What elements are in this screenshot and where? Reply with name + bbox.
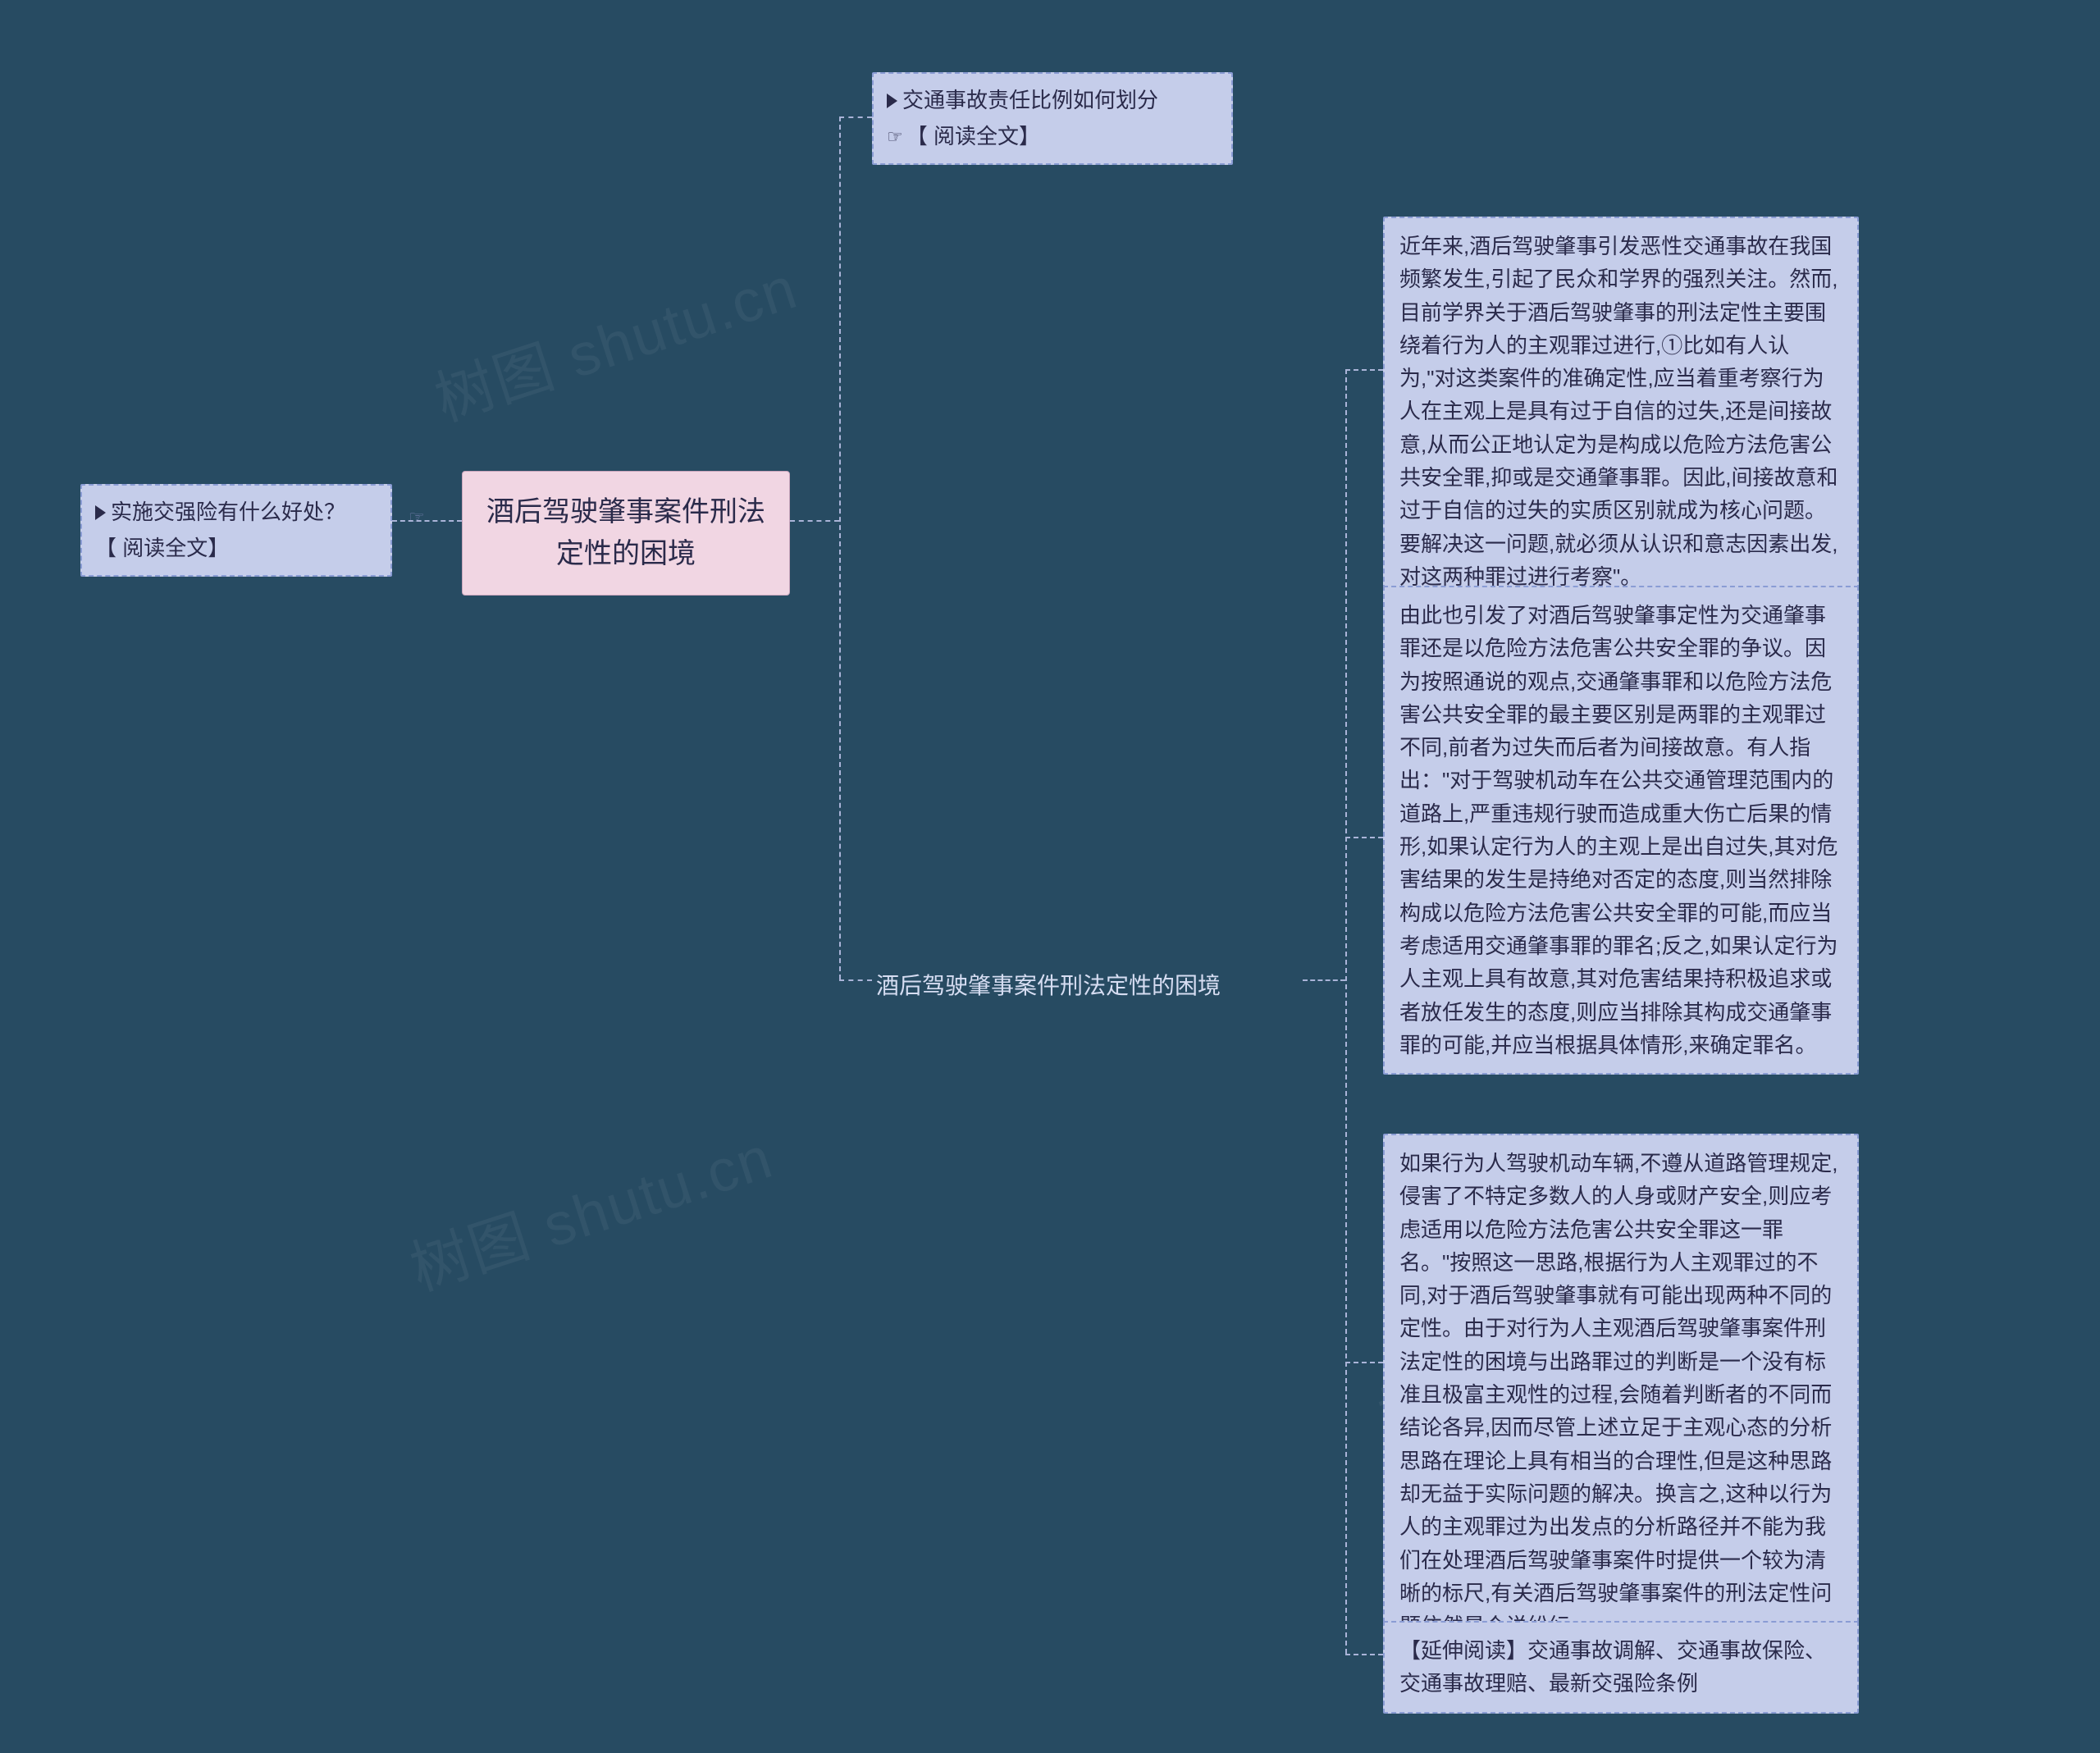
connector xyxy=(1345,369,1347,1654)
connector xyxy=(1345,837,1383,838)
paragraph-node-3[interactable]: 如果行为人驾驶机动车辆,不遵从道路管理规定,侵害了不特定多数人的人身或财产安全,… xyxy=(1383,1134,1859,1655)
left-child-node[interactable]: 实施交强险有什么好处？ 【 阅读全文】 xyxy=(80,484,392,577)
connector xyxy=(839,116,872,118)
paragraph-4-text: 【延伸阅读】交通事故调解、交通事故保险、交通事故理赔、最新交强险条例 xyxy=(1399,1638,1826,1696)
read-full-label: 【 阅读全文】 xyxy=(95,536,229,560)
mindmap-root[interactable]: 酒后驾驶肇事案件刑法定性的困境 xyxy=(462,471,790,596)
top-right-node[interactable]: 交通事故责任比例如何划分 ☞【 阅读全文】 xyxy=(872,72,1233,165)
connector xyxy=(790,520,839,522)
left-node-title: 实施交强险有什么好处？ xyxy=(111,500,345,524)
paragraph-node-4[interactable]: 【延伸阅读】交通事故调解、交通事故保险、交通事故理赔、最新交强险条例 xyxy=(1383,1621,1859,1714)
paragraph-3-text: 如果行为人驾驶机动车辆,不遵从道路管理规定,侵害了不特定多数人的人身或财产安全,… xyxy=(1399,1151,1838,1638)
link-glyph-icon: ☞ xyxy=(409,507,425,528)
connector xyxy=(839,116,841,979)
paragraph-node-1[interactable]: 近年来,酒后驾驶肇事引发恶性交通事故在我国频繁发生,引起了民众和学界的强烈关注。… xyxy=(1383,217,1859,606)
connector xyxy=(839,979,872,981)
paragraph-2-text: 由此也引发了对酒后驾驶肇事定性为交通肇事罪还是以危险方法危害公共安全罪的争议。因… xyxy=(1399,603,1838,1057)
connector xyxy=(1303,979,1345,981)
expand-triangle-icon[interactable] xyxy=(887,94,897,108)
watermark: 树图 shutu.cn xyxy=(422,240,806,437)
watermark: 树图 shutu.cn xyxy=(398,1109,782,1307)
branch-label[interactable]: 酒后驾驶肇事案件刑法定性的困境 xyxy=(876,960,1303,1011)
connector xyxy=(1345,369,1383,371)
branch-label-text: 酒后驾驶肇事案件刑法定性的困境 xyxy=(876,973,1221,998)
expand-triangle-icon[interactable] xyxy=(95,505,106,520)
top-right-title: 交通事故责任比例如何划分 xyxy=(902,88,1158,112)
paragraph-node-2[interactable]: 由此也引发了对酒后驾驶肇事定性为交通肇事罪还是以危险方法危害公共安全罪的争议。因… xyxy=(1383,586,1859,1075)
connector xyxy=(1345,1362,1383,1363)
read-full-label: 【 阅读全文】 xyxy=(906,124,1040,148)
read-full-icon: ☞ xyxy=(887,123,903,151)
paragraph-1-text: 近年来,酒后驾驶肇事引发恶性交通事故在我国频繁发生,引起了民众和学界的强烈关注。… xyxy=(1399,234,1838,589)
connector xyxy=(392,520,462,522)
read-full-link[interactable]: 【 阅读全文】 xyxy=(95,532,229,564)
connector xyxy=(1345,1654,1383,1655)
root-title: 酒后驾驶肇事案件刑法定性的困境 xyxy=(486,496,765,569)
read-full-link[interactable]: ☞【 阅读全文】 xyxy=(887,120,1040,153)
